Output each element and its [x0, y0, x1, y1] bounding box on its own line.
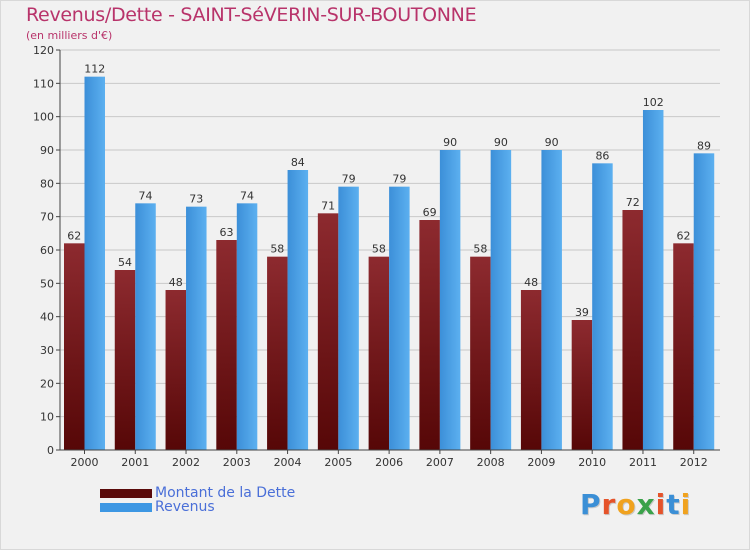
bar-debt-2008	[470, 256, 491, 450]
y-tick-label: 80	[40, 177, 54, 190]
y-tick-label: 120	[33, 44, 54, 57]
bar-debt-2012	[673, 243, 694, 450]
logo-letter: i	[655, 488, 667, 521]
data-label-revenus-2010: 86	[595, 149, 609, 162]
bar-revenus-2000	[84, 76, 105, 451]
bar-debt-2003	[216, 240, 237, 450]
bar-revenus-2003	[236, 203, 258, 450]
x-tick-label: 2005	[324, 456, 352, 469]
y-tick-label: 40	[40, 311, 54, 324]
bar-revenus-2006	[389, 186, 410, 450]
bar-revenus-2007	[439, 150, 461, 450]
data-label-debt-2012: 62	[676, 229, 690, 242]
bar-debt-2002	[165, 290, 187, 450]
y-tick-label: 0	[47, 444, 54, 457]
bar-revenus-2008	[490, 150, 512, 450]
data-label-revenus-2008: 90	[494, 136, 508, 149]
logo-letter: r	[601, 488, 617, 521]
bar-debt-2006	[368, 256, 390, 450]
chart-subtitle: (en milliers d'€)	[26, 29, 113, 42]
legend-label-debt: Montant de la Dette	[155, 485, 296, 501]
bar-revenus-2012	[693, 153, 715, 451]
logo-letter: x	[636, 488, 656, 521]
data-label-debt-2011: 72	[626, 196, 640, 209]
x-tick-label: 2000	[71, 456, 99, 469]
y-tick-label: 90	[40, 144, 54, 157]
y-tick-label: 50	[40, 277, 54, 290]
x-tick-label: 2004	[274, 456, 302, 469]
bar-debt-2001	[114, 270, 136, 450]
logo-letter: t	[666, 488, 681, 521]
bar-debt-2010	[571, 320, 593, 450]
data-label-debt-2004: 58	[270, 243, 284, 256]
y-tick-label: 110	[33, 77, 54, 90]
y-tick-label: 20	[40, 377, 54, 390]
y-tick-label: 70	[40, 211, 54, 224]
data-label-revenus-2012: 89	[697, 139, 711, 152]
legend-swatch-debt	[100, 489, 152, 498]
logo-letter: o	[616, 488, 637, 521]
y-tick-label: 30	[40, 344, 54, 357]
data-label-revenus-2004: 84	[291, 156, 305, 169]
bar-revenus-2002	[186, 206, 207, 450]
data-label-revenus-2002: 73	[189, 193, 203, 206]
x-tick-label: 2006	[375, 456, 403, 469]
bar-debt-2000	[64, 243, 85, 450]
data-label-revenus-2006: 79	[392, 173, 406, 186]
x-tick-label: 2011	[629, 456, 657, 469]
data-label-debt-2003: 63	[220, 226, 234, 239]
x-tick-label: 2007	[426, 456, 454, 469]
data-label-debt-2005: 71	[321, 199, 335, 212]
legend-label-revenus: Revenus	[155, 499, 215, 515]
y-tick-label: 100	[33, 111, 54, 124]
bar-revenus-2004	[287, 170, 309, 450]
data-label-revenus-2003: 74	[240, 189, 254, 202]
x-tick-label: 2003	[223, 456, 251, 469]
x-tick-label: 2001	[121, 456, 149, 469]
data-label-revenus-2009: 90	[545, 136, 559, 149]
logo-letter: i	[680, 488, 692, 521]
data-label-revenus-2007: 90	[443, 136, 457, 149]
x-tick-label: 2010	[578, 456, 606, 469]
x-tick-label: 2012	[680, 456, 708, 469]
data-label-debt-2008: 58	[473, 243, 487, 256]
data-label-debt-2002: 48	[169, 276, 183, 289]
y-tick-label: 60	[40, 244, 54, 257]
proxiti-logo: Proxiti	[580, 488, 691, 521]
bar-debt-2004	[267, 256, 288, 450]
data-label-debt-2010: 39	[575, 306, 589, 319]
data-label-revenus-2000: 112	[84, 63, 105, 76]
data-label-debt-2006: 58	[372, 243, 386, 256]
bar-debt-2009	[520, 290, 542, 450]
data-label-debt-2009: 48	[524, 276, 538, 289]
logo-letter: P	[580, 488, 602, 521]
x-tick-label: 2002	[172, 456, 200, 469]
x-tick-label: 2008	[477, 456, 505, 469]
data-label-debt-2007: 69	[423, 206, 437, 219]
chart-title: Revenus/Dette - SAINT-SéVERIN-SUR-BOUTON…	[26, 4, 477, 26]
data-label-revenus-2011: 102	[643, 96, 664, 109]
x-tick-label: 2009	[527, 456, 555, 469]
bar-revenus-2001	[135, 203, 156, 450]
data-label-debt-2001: 54	[118, 256, 132, 269]
bar-revenus-2005	[338, 186, 359, 450]
bar-debt-2011	[622, 210, 643, 450]
y-tick-label: 10	[40, 411, 54, 424]
bar-revenus-2010	[592, 163, 613, 451]
legend-swatch-revenus	[100, 503, 152, 512]
bar-revenus-2011	[642, 110, 664, 450]
bar-debt-2007	[419, 220, 440, 450]
data-label-revenus-2005: 79	[342, 173, 356, 186]
data-label-debt-2000: 62	[67, 229, 81, 242]
bar-revenus-2009	[541, 150, 562, 450]
data-label-revenus-2001: 74	[139, 189, 153, 202]
bar-debt-2005	[317, 213, 339, 450]
